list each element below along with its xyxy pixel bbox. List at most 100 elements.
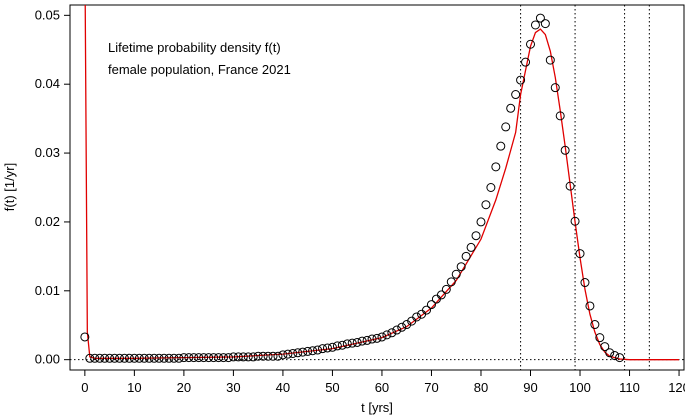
plot-frame: [69, 4, 685, 371]
x-tick-label: 60: [375, 380, 389, 395]
data-point: [318, 344, 328, 354]
y-tick-label: 0.01: [35, 283, 60, 298]
data-point: [357, 336, 367, 346]
data-point: [263, 351, 273, 361]
data-point: [238, 352, 248, 362]
data-point: [550, 83, 560, 93]
data-point: [540, 19, 550, 29]
data-point: [575, 249, 585, 259]
data-point: [223, 353, 233, 363]
data-point: [258, 351, 268, 361]
data-point: [436, 290, 446, 300]
data-point: [491, 162, 501, 172]
data-point: [615, 353, 625, 363]
annotation: female population, France 2021: [108, 62, 291, 77]
data-point: [332, 341, 342, 351]
x-tick-label: 100: [569, 380, 591, 395]
data-point: [347, 338, 357, 348]
data-point: [580, 278, 590, 288]
y-tick-label: 0.04: [35, 76, 60, 91]
x-tick-label: 30: [226, 380, 240, 395]
data-point: [412, 312, 422, 322]
data-point: [486, 183, 496, 192]
data-point: [253, 351, 263, 361]
data-point: [372, 333, 382, 343]
data-point: [139, 353, 149, 363]
data-point: [342, 339, 352, 349]
data-point: [149, 353, 159, 363]
data-point: [337, 340, 347, 350]
data-point: [362, 335, 372, 345]
data-point: [481, 200, 491, 210]
data-point: [516, 75, 526, 85]
data-point: [387, 328, 397, 338]
data-point: [159, 353, 169, 363]
x-tick-label: 70: [424, 380, 438, 395]
data-point: [214, 353, 224, 363]
data-point: [248, 352, 258, 362]
data-point: [496, 141, 506, 151]
data-point: [530, 20, 540, 30]
data-point: [233, 352, 243, 362]
data-point: [154, 353, 164, 363]
data-point: [595, 333, 605, 343]
data-point: [194, 353, 204, 363]
data-point: [105, 353, 115, 363]
x-tick-label: 110: [619, 380, 640, 395]
data-point: [600, 342, 610, 352]
data-point: [451, 269, 461, 279]
data-point: [526, 39, 535, 49]
x-tick-label: 120: [668, 380, 685, 395]
data-point: [303, 346, 313, 356]
data-point: [590, 320, 600, 330]
data-point: [119, 353, 129, 363]
y-axis-label: f(t) [1/yr]: [2, 163, 17, 211]
data-point: [209, 353, 219, 363]
data-point: [555, 111, 565, 121]
data-point: [283, 349, 293, 359]
data-point: [466, 242, 476, 252]
data-point: [80, 332, 90, 342]
data-point: [228, 352, 238, 362]
y-tick-label: 0.00: [35, 352, 60, 367]
data-point: [134, 353, 144, 363]
data-point: [570, 216, 580, 226]
data-point: [293, 348, 303, 358]
data-point: [352, 337, 362, 347]
data-point: [268, 351, 278, 361]
y-tick-label: 0.05: [35, 7, 60, 22]
data-point: [308, 346, 318, 356]
y-tick-label: 0.02: [35, 214, 60, 229]
data-point: [392, 325, 402, 335]
data-point: [501, 122, 511, 132]
data-point: [382, 330, 392, 340]
fit-curve: [84, 5, 680, 361]
data-point: [164, 353, 174, 363]
data-point: [313, 345, 323, 355]
data-point: [204, 353, 214, 363]
data-point: [179, 353, 189, 363]
data-point: [100, 353, 110, 363]
data-point: [199, 353, 209, 363]
data-point: [461, 251, 471, 261]
data-point: [511, 90, 521, 100]
data-point: [169, 353, 179, 363]
data-point: [456, 262, 466, 272]
data-point: [174, 353, 184, 363]
data-point: [377, 332, 387, 342]
x-tick-label: 10: [127, 380, 141, 395]
x-tick-label: 80: [474, 380, 488, 395]
data-point: [278, 350, 288, 360]
data-point: [243, 352, 253, 362]
x-tick-label: 40: [276, 380, 290, 395]
data-point: [273, 351, 283, 361]
data-point: [124, 353, 134, 363]
data-point: [129, 353, 139, 363]
data-point: [327, 342, 337, 352]
data-point: [426, 300, 436, 310]
data-point: [441, 284, 451, 294]
data-point: [535, 13, 545, 23]
data-point: [560, 145, 570, 155]
data-point: [85, 353, 95, 363]
